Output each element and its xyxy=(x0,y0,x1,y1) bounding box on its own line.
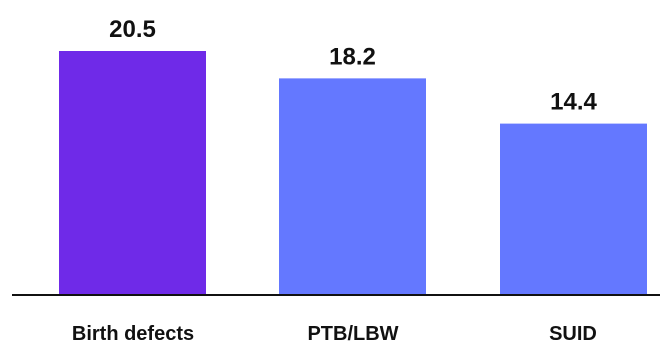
bars-group xyxy=(59,51,647,295)
category-label-2: PTB/LBW xyxy=(307,323,398,345)
value-label-1: 20.5 xyxy=(109,16,156,43)
bar-2 xyxy=(279,78,426,295)
bar-1 xyxy=(59,51,206,295)
value-labels-group: 20.5 18.2 14.4 xyxy=(109,16,597,116)
value-label-3: 14.4 xyxy=(550,89,597,116)
category-label-3: SUID xyxy=(549,323,597,345)
category-label-1: Birth defects xyxy=(72,323,194,345)
value-label-2: 18.2 xyxy=(329,43,376,70)
bar-3 xyxy=(500,123,647,295)
category-labels-group: Birth defects PTB/LBW SUID xyxy=(72,323,597,345)
